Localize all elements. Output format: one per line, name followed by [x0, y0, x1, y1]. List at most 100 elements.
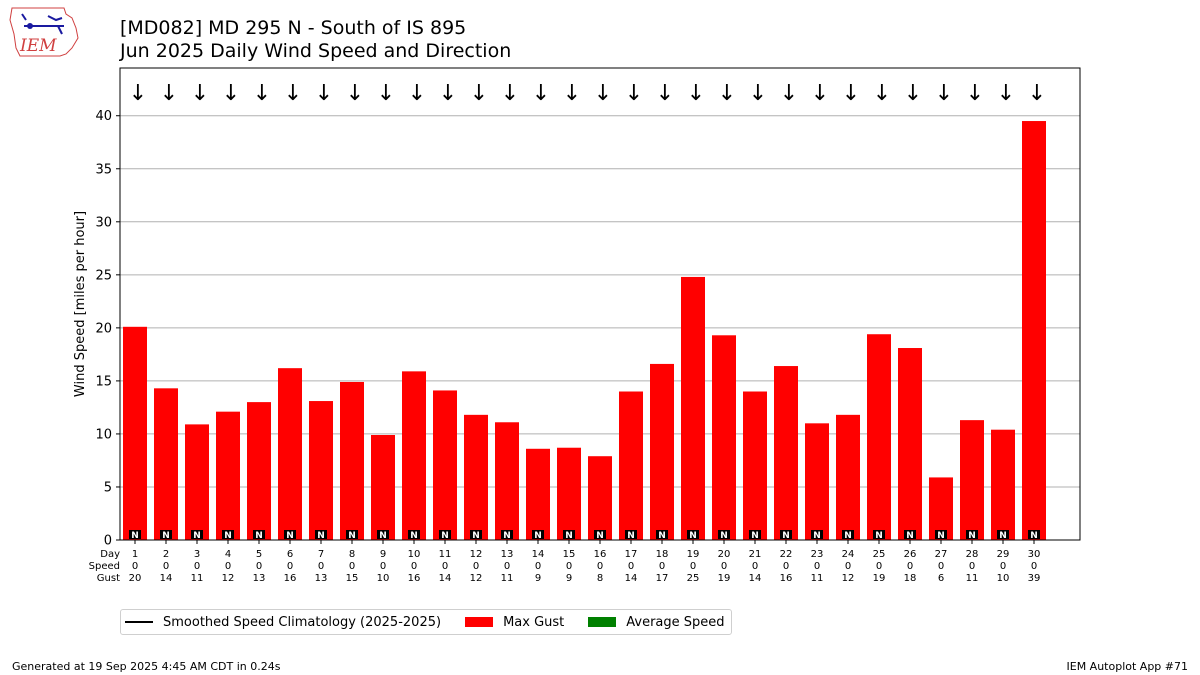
legend-item: Average Speed — [588, 615, 725, 630]
direction-arrow: ↓ — [377, 81, 395, 106]
direction-arrow: ↓ — [501, 81, 519, 106]
direction-badge — [253, 530, 265, 539]
direction-arrow: ↓ — [656, 81, 674, 106]
direction-letter: N — [813, 531, 821, 541]
max-gust-bar — [991, 429, 1015, 540]
gust-label: 11 — [501, 573, 514, 584]
speed-label: 0 — [969, 561, 975, 572]
legend-label: Smoothed Speed Climatology (2025-2025) — [163, 614, 442, 630]
legend-swatch — [465, 617, 494, 627]
direction-arrow: ↓ — [1028, 81, 1046, 106]
speed-label: 0 — [907, 561, 913, 572]
direction-arrow: ↓ — [966, 81, 984, 106]
gust-label: 14 — [160, 573, 173, 584]
direction-badge — [532, 530, 544, 539]
gust-label: 16 — [408, 573, 421, 584]
direction-arrow: ↓ — [532, 81, 550, 106]
direction-arrow: ↓ — [315, 81, 333, 106]
speed-label: 0 — [659, 561, 665, 572]
direction-badge — [687, 530, 699, 539]
direction-letter: N — [131, 531, 139, 541]
direction-letter: N — [348, 531, 356, 541]
direction-arrow: ↓ — [749, 81, 767, 106]
speed-label: 0 — [535, 561, 541, 572]
iem-logo: IEM — [9, 7, 79, 57]
gust-label: 13 — [315, 573, 328, 584]
direction-letter: N — [317, 531, 325, 541]
row-label: Speed — [89, 561, 120, 572]
max-gust-bar — [216, 411, 240, 540]
direction-arrow: ↓ — [563, 81, 581, 106]
speed-label: 0 — [163, 561, 169, 572]
max-gust-bar — [526, 448, 550, 540]
direction-arrow: ↓ — [408, 81, 426, 106]
gust-label: 17 — [656, 573, 669, 584]
day-label: 20 — [718, 549, 731, 560]
direction-badge — [129, 530, 141, 539]
direction-badge — [470, 530, 482, 539]
direction-letter: N — [534, 531, 542, 541]
direction-badge — [377, 530, 389, 539]
direction-arrow: ↓ — [594, 81, 612, 106]
legend: Smoothed Speed Climatology (2025-2025) Ma… — [120, 609, 732, 635]
direction-arrows: ↓ ↓ ↓ ↓ ↓ ↓ ↓ ↓ ↓ ↓ ↓ ↓ ↓ ↓ ↓ ↓ ↓ ↓ ↓ ↓ ↓ ↓ ↓ ↓ ↓ ↓ ↓ ↓ ↓ ↓ — [129, 81, 1046, 106]
max-gust-bar — [433, 390, 457, 540]
direction-badge — [191, 530, 203, 539]
direction-badge — [656, 530, 668, 539]
generated-note: Generated at 19 Sep 2025 4:45 AM CDT in … — [12, 660, 281, 673]
max-gust-bar — [681, 276, 705, 540]
y-tick-label: 25 — [95, 268, 112, 283]
speed-label: 0 — [938, 561, 944, 572]
max-gust-bar — [371, 434, 395, 540]
gust-label: 18 — [904, 573, 917, 584]
max-gust-bar — [650, 363, 674, 540]
direction-arrow: ↓ — [346, 81, 364, 106]
day-label: 25 — [873, 549, 886, 560]
max-gust-bar — [588, 456, 612, 540]
legend-swatch — [125, 621, 153, 623]
direction-letter: N — [193, 531, 201, 541]
direction-badge — [997, 530, 1009, 539]
gust-label: 11 — [811, 573, 824, 584]
axis-ticks: 0 5 10 15 20 25 30 35 40 — [95, 109, 1035, 549]
speed-label: 0 — [504, 561, 510, 572]
gust-label: 16 — [780, 573, 793, 584]
speed-label: 0 — [256, 561, 262, 572]
direction-arrow: ↓ — [873, 81, 891, 106]
gust-label: 9 — [566, 573, 572, 584]
max-gust-bar — [278, 368, 302, 540]
max-gust-bar — [123, 326, 147, 540]
direction-letter: N — [937, 531, 945, 541]
max-gust-bar — [774, 366, 798, 540]
direction-badge — [160, 530, 172, 539]
direction-letter: N — [999, 531, 1007, 541]
day-label: 9 — [380, 549, 386, 560]
row-label: Gust — [97, 573, 120, 584]
direction-badge — [594, 530, 606, 539]
gust-label: 39 — [1028, 573, 1041, 584]
direction-arrow: ↓ — [718, 81, 736, 106]
direction-letter: N — [503, 531, 511, 541]
day-label: 6 — [287, 549, 293, 560]
bottom-table: DaySpeedGust1020201430114012501360167013… — [89, 549, 1041, 584]
direction-letter: N — [255, 531, 263, 541]
speed-label: 0 — [1031, 561, 1037, 572]
gust-label: 14 — [749, 573, 762, 584]
direction-badge — [563, 530, 575, 539]
direction-badge — [718, 530, 730, 539]
day-label: 30 — [1028, 549, 1041, 560]
gust-label: 10 — [377, 573, 390, 584]
direction-letter: N — [906, 531, 914, 541]
speed-label: 0 — [411, 561, 417, 572]
gust-label: 9 — [535, 573, 541, 584]
direction-letter: N — [162, 531, 170, 541]
gust-label: 14 — [439, 573, 452, 584]
gust-label: 14 — [625, 573, 638, 584]
svg-text:IEM: IEM — [19, 36, 57, 56]
gust-label: 25 — [687, 573, 700, 584]
direction-badge — [873, 530, 885, 539]
max-gust-bar — [247, 402, 271, 540]
direction-badge — [966, 530, 978, 539]
max-gust-bar — [557, 447, 581, 540]
speed-label: 0 — [1000, 561, 1006, 572]
